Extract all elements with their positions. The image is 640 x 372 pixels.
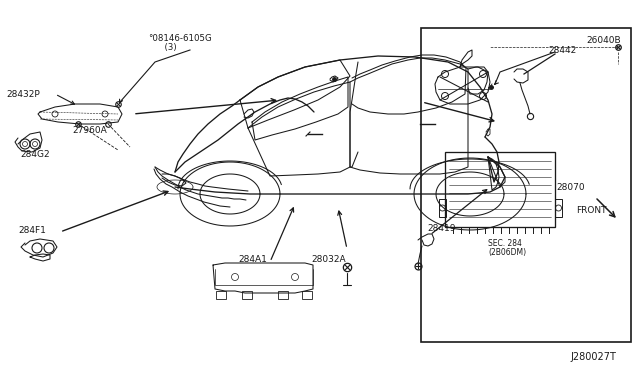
Text: 28032A: 28032A: [311, 254, 346, 263]
Text: (2B06DM): (2B06DM): [488, 248, 526, 257]
Bar: [242, 291, 252, 299]
Bar: [216, 291, 226, 299]
Text: J280027T: J280027T: [570, 352, 616, 362]
Text: 284A1: 284A1: [238, 254, 267, 263]
Text: 26040B: 26040B: [586, 35, 621, 45]
Bar: [421, 28, 631, 342]
Text: 284F1: 284F1: [18, 225, 46, 234]
Text: (3): (3): [148, 42, 177, 51]
Text: 28432P: 28432P: [6, 90, 40, 99]
Bar: [439, 199, 446, 217]
Text: 28419: 28419: [427, 224, 456, 232]
Text: 284G2: 284G2: [20, 150, 50, 158]
Bar: [278, 291, 288, 299]
Text: 28442: 28442: [548, 45, 576, 55]
Bar: [445, 152, 555, 227]
Text: 27960A: 27960A: [72, 125, 107, 135]
Bar: [555, 199, 562, 217]
Text: SEC. 284: SEC. 284: [488, 240, 522, 248]
Bar: [302, 291, 312, 299]
Text: 28070: 28070: [556, 183, 584, 192]
Text: °08146-6105G: °08146-6105G: [148, 33, 212, 42]
Text: FRONT: FRONT: [576, 205, 607, 215]
